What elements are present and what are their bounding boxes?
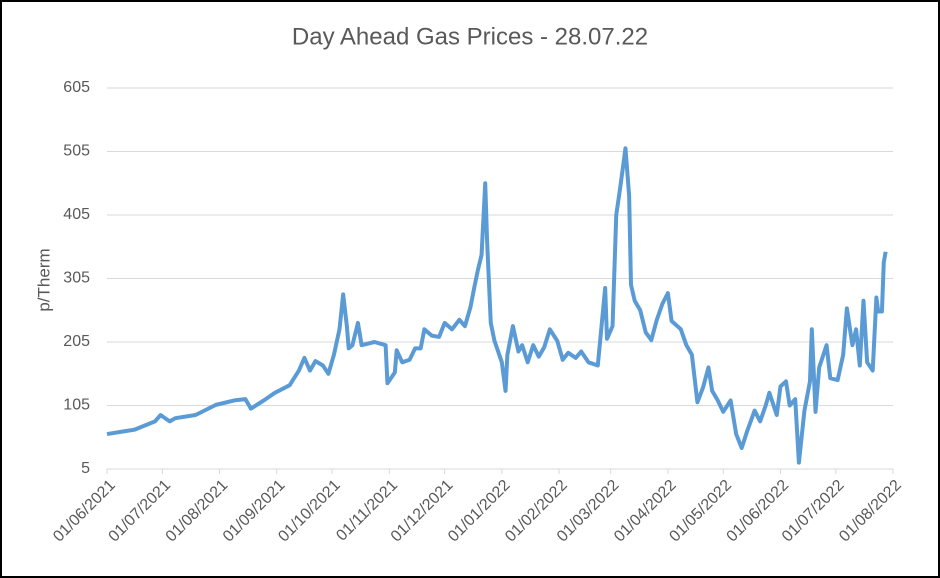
chart-title: Day Ahead Gas Prices - 28.07.22	[292, 23, 648, 50]
price-line	[106, 146, 888, 465]
y-tick-label: 605	[63, 79, 90, 96]
y-tick-label: 505	[63, 143, 90, 160]
y-tick-label: 305	[63, 270, 90, 287]
y-tick-label: 405	[63, 206, 90, 223]
y-tick-label: 105	[63, 397, 90, 414]
y-tick-label: 205	[63, 333, 90, 350]
y-tick-label: 5	[81, 460, 90, 477]
y-axis-label: p/Therm	[34, 248, 53, 311]
